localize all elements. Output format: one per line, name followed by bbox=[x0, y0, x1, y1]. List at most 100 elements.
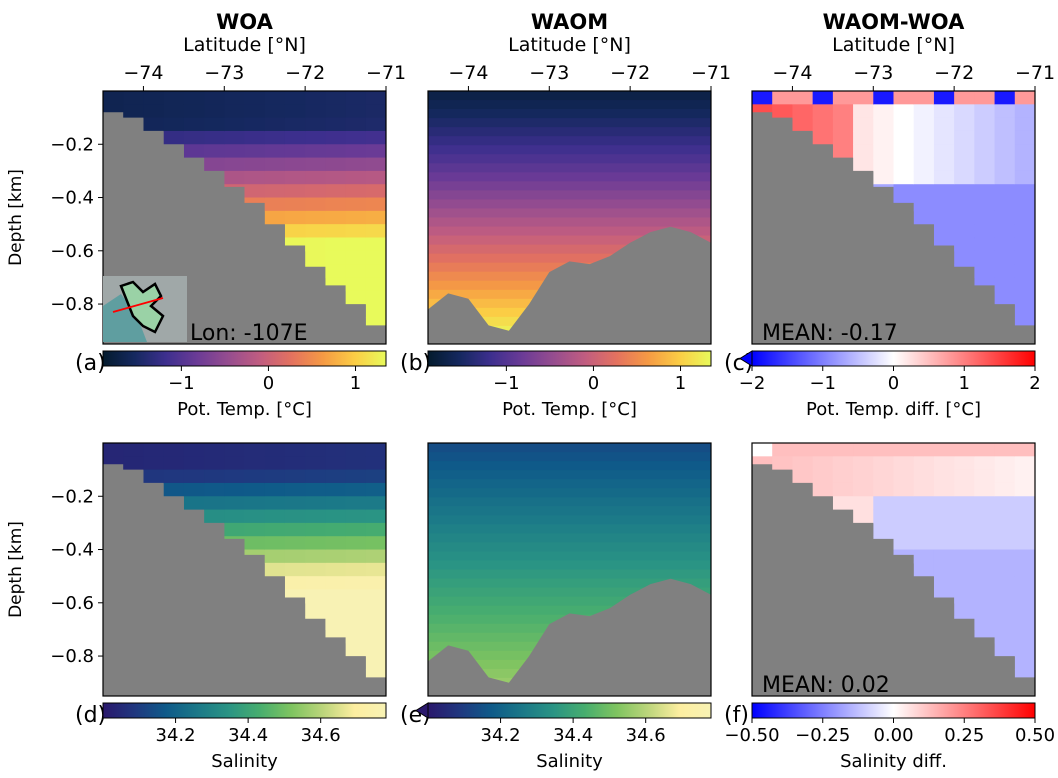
panel-3-cell bbox=[284, 522, 306, 537]
panel-0-cell bbox=[345, 170, 367, 185]
panel-5-cell bbox=[853, 469, 874, 484]
panel-3-cell bbox=[284, 456, 306, 471]
panel-4-layer bbox=[428, 542, 711, 553]
panel-4-layer bbox=[428, 443, 711, 453]
panel-5-cell bbox=[772, 456, 794, 471]
panel-annotation: MEAN: 0.02 bbox=[762, 673, 890, 698]
panel-0-cell bbox=[264, 210, 286, 225]
panel-0-cell bbox=[224, 157, 246, 172]
panel-2-cell bbox=[913, 91, 935, 105]
panel-0-cell bbox=[204, 91, 225, 105]
panel-4-layer bbox=[428, 587, 711, 598]
panel-3-cell bbox=[244, 536, 266, 551]
colorbar-label: Salinity bbox=[211, 751, 278, 772]
panel-3-cell bbox=[123, 443, 145, 457]
panel-2-cell bbox=[994, 117, 1016, 132]
panel-title: WAOM-WOA bbox=[823, 10, 965, 34]
x-tick-label: −73 bbox=[853, 62, 893, 84]
colorbar-tick-label: 34.2 bbox=[481, 725, 521, 746]
panel-3-cell bbox=[345, 562, 367, 577]
panel-5-cell bbox=[1014, 616, 1035, 631]
panel-2-cell bbox=[913, 144, 935, 159]
panel-5-cell bbox=[954, 509, 975, 524]
panel-5-cell bbox=[954, 576, 975, 591]
panel-0-cell bbox=[284, 170, 306, 185]
panel-2-cell bbox=[853, 91, 874, 105]
panel-5-cell bbox=[933, 509, 955, 524]
panel-1-layer bbox=[428, 226, 711, 237]
panel-3-cell bbox=[325, 469, 347, 484]
colorbar-tick-label: 34.2 bbox=[156, 725, 196, 746]
panel-letter: (b) bbox=[400, 351, 431, 376]
panel-3-cell bbox=[305, 496, 326, 511]
panel-3-cell bbox=[305, 456, 326, 471]
panel-5-cell bbox=[893, 496, 915, 511]
panel-1-layer bbox=[428, 154, 711, 164]
panel-3-cell bbox=[204, 456, 225, 471]
panel-2-cell bbox=[873, 157, 895, 172]
plot-area bbox=[752, 443, 1035, 696]
panel-f: MEAN: 0.02 (f)−0.50 −0.25 0.00 0.25 0.50 Salin… bbox=[724, 442, 1055, 772]
panel-0-cell bbox=[365, 197, 386, 212]
panel-3-cell bbox=[264, 536, 286, 551]
panel-5-cell bbox=[994, 443, 1016, 457]
panel-0-cell bbox=[325, 197, 347, 212]
panel-5-cell bbox=[994, 589, 1016, 604]
panel-4-bathymetry bbox=[428, 578, 711, 696]
panel-1-layer bbox=[428, 136, 711, 146]
colorbar-tick-label: −2 bbox=[739, 373, 766, 394]
panel-2-cell bbox=[994, 264, 1016, 279]
panel-0-cell bbox=[244, 104, 266, 119]
panel-0-cell bbox=[163, 130, 185, 145]
colorbar: −1 0 1 Pot. Temp. [°C] bbox=[427, 350, 712, 420]
panel-3-cell bbox=[204, 496, 225, 511]
panel-5-cell bbox=[752, 443, 773, 457]
panel-5-cell bbox=[974, 456, 996, 471]
panel-0-cell bbox=[204, 104, 225, 119]
colorbar-tick-label: −1 bbox=[809, 373, 836, 394]
panel-0-cell bbox=[224, 91, 246, 105]
panel-5-cell bbox=[913, 456, 935, 471]
panel-5-cell bbox=[954, 589, 975, 604]
panel-0-cell bbox=[284, 224, 306, 239]
colorbar-tick-label: 0 bbox=[888, 373, 899, 394]
panel-3-cell bbox=[163, 443, 185, 457]
panel-0-cell bbox=[284, 144, 306, 159]
plot-area bbox=[428, 91, 711, 344]
colorbar-tick-label: 34.6 bbox=[301, 725, 341, 746]
panel-3-cell bbox=[345, 443, 367, 457]
panel-1-layer bbox=[428, 100, 711, 110]
panel-0-cell bbox=[123, 91, 145, 105]
panel-1-layer bbox=[428, 235, 711, 246]
panel-3-cell bbox=[365, 522, 386, 537]
panel-2-cell bbox=[913, 210, 935, 225]
panel-4-layer bbox=[428, 560, 711, 571]
panel-2-cell bbox=[853, 130, 874, 145]
colorbar: 34.2 34.4 34.6 Salinity bbox=[415, 702, 712, 772]
panel-frame bbox=[102, 90, 387, 345]
panel-2-cell bbox=[752, 91, 773, 105]
colorbar-gradient bbox=[427, 350, 712, 367]
panel-0-cell bbox=[325, 91, 347, 105]
panel-3-cell bbox=[204, 482, 225, 497]
y-tick-label: −0.2 bbox=[50, 486, 94, 507]
panel-3-cell bbox=[143, 456, 165, 471]
plot-area bbox=[103, 443, 386, 696]
panel-3-cell bbox=[244, 509, 266, 524]
panel-2-cell bbox=[974, 250, 996, 265]
x-axis-label: Latitude [°N] bbox=[508, 34, 631, 56]
panel-1-layer bbox=[428, 145, 711, 155]
panel-frame bbox=[427, 90, 712, 345]
panel-2-cell bbox=[873, 104, 895, 119]
panel-2-cell bbox=[893, 91, 915, 105]
panel-1-layer bbox=[428, 244, 711, 255]
panel-0-cell bbox=[264, 157, 286, 172]
panel-0-cell bbox=[244, 91, 266, 105]
panel-5-cell bbox=[994, 509, 1016, 524]
inset-map bbox=[103, 276, 187, 342]
panel-0-cell bbox=[224, 130, 246, 145]
panel-1-layer bbox=[428, 199, 711, 210]
panel-5-cell bbox=[1014, 629, 1035, 644]
panel-2-cell bbox=[994, 277, 1016, 292]
panel-2-cell bbox=[954, 157, 975, 172]
